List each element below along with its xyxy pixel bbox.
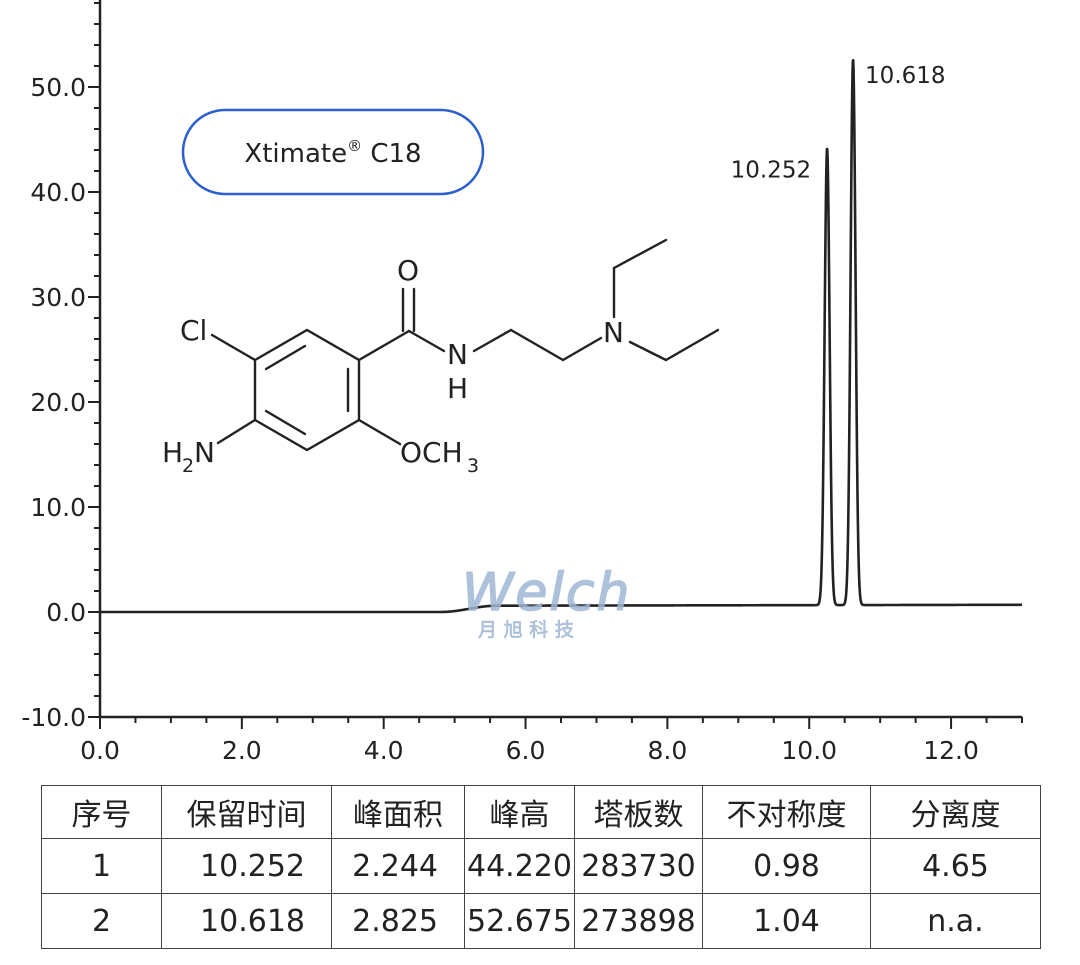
x-tick-label: 0.0 — [80, 736, 120, 765]
och3-bond — [357, 418, 402, 446]
cell-plate-count: 283730 — [574, 838, 703, 894]
cell-plate-count: 273898 — [574, 893, 703, 949]
axes: -10.0 0.0 10.0 20.0 30.0 40.0 50.0 0.0 2.0 4.0 6.0… — [21, 0, 1023, 765]
chromatogram-chart: -10.0 0.0 10.0 20.0 30.0 40.0 50.0 0.0 2.0 4.0 6.0… — [21, 0, 1023, 765]
chain-bond — [509, 328, 565, 362]
ring-double-bond — [264, 409, 307, 436]
table-header-row: 序号 保留时间 峰面积 峰高 塔板数 不对称度 分离度 — [41, 785, 1041, 839]
carbonyl-bond — [357, 329, 411, 362]
cell-peak-height: 44.220 — [464, 838, 575, 894]
amino-h-label: H — [162, 436, 183, 469]
peak-label: 10.252 — [731, 158, 811, 184]
amide-hydrogen-label: H — [447, 372, 468, 405]
amide-bond — [407, 329, 446, 353]
x-tick-label: 6.0 — [506, 736, 546, 765]
y-tick-label: 50.0 — [30, 73, 86, 102]
header-peak-area: 峰面积 — [331, 785, 465, 839]
column-badge-label: Xtimate® C18 — [244, 137, 421, 169]
cell-index: 2 — [41, 893, 162, 949]
y-tick-label: -10.0 — [21, 703, 86, 732]
ring-double-bond — [264, 344, 307, 371]
header-plate-count: 塔板数 — [574, 785, 703, 839]
y-tick-label: 20.0 — [30, 388, 86, 417]
methoxy-label: OCH — [400, 436, 463, 469]
cl-bond — [210, 333, 257, 362]
cell-index: 1 — [41, 838, 162, 894]
nh2-bond — [216, 418, 257, 445]
amide-nitrogen-label: N — [447, 338, 468, 371]
y-tick-label: 30.0 — [30, 283, 86, 312]
x-tick-label: 2.0 — [222, 736, 262, 765]
chromatogram-trace — [99, 58, 1023, 614]
x-tick-label: 4.0 — [364, 736, 404, 765]
welch-watermark: Welch 月 旭 科 技 — [461, 562, 631, 641]
amino-n-label: N — [194, 436, 215, 469]
ethyl-bond — [664, 328, 720, 362]
peak-labels: 10.252 10.618 — [731, 63, 946, 184]
cell-resolution: n.a. — [870, 893, 1041, 949]
table-row: 1 10.252 2.244 44.220 283730 0.98 4.65 — [41, 838, 1041, 894]
header-retention-time: 保留时间 — [161, 785, 332, 839]
cell-resolution: 4.65 — [870, 838, 1041, 894]
header-peak-height: 峰高 — [464, 785, 575, 839]
cell-peak-area: 2.244 — [331, 838, 465, 894]
y-tick-label: 0.0 — [46, 598, 86, 627]
column-badge-frame — [181, 108, 485, 196]
carbonyl-oxygen-label: O — [397, 254, 419, 287]
watermark-brand: Welch — [462, 563, 631, 623]
cell-retention-time: 10.618 — [161, 893, 332, 949]
chain-bond — [472, 328, 513, 353]
cell-retention-time: 10.252 — [161, 838, 332, 894]
amine-nitrogen-label: N — [603, 316, 624, 349]
y-tick-label: 10.0 — [30, 493, 86, 522]
header-asymmetry: 不对称度 — [702, 785, 871, 839]
cell-peak-area: 2.825 — [331, 893, 465, 949]
molecule-labels: Cl O N H N H 2 N OCH 3 — [162, 254, 624, 477]
table-row: 2 10.618 2.825 52.675 273898 1.04 n.a. — [41, 893, 1041, 949]
methoxy-subscript: 3 — [467, 455, 479, 477]
watermark-subtitle: 月 旭 科 技 — [477, 618, 575, 641]
ethyl-bond — [628, 340, 668, 362]
header-index: 序号 — [41, 785, 162, 839]
amino-subscript: 2 — [182, 455, 194, 477]
peak-label: 10.618 — [865, 63, 945, 89]
ethyl-bond — [612, 238, 668, 270]
cell-asymmetry: 1.04 — [702, 893, 871, 949]
molecule-structure — [210, 238, 720, 452]
x-tick-label: 8.0 — [648, 736, 688, 765]
column-badge: Xtimate® C18 — [181, 108, 485, 196]
chain-bond — [561, 336, 603, 362]
y-tick-label: 40.0 — [30, 178, 86, 207]
results-table: 序号 保留时间 峰面积 峰高 塔板数 不对称度 分离度 1 10.252 2.2… — [41, 785, 1041, 949]
chlorine-label: Cl — [180, 314, 207, 347]
x-tick-label: 10.0 — [781, 736, 837, 765]
cell-peak-height: 52.675 — [464, 893, 575, 949]
benzene-ring — [253, 328, 361, 452]
cell-asymmetry: 0.98 — [702, 838, 871, 894]
header-resolution: 分离度 — [870, 785, 1041, 839]
x-tick-label: 12.0 — [923, 736, 979, 765]
